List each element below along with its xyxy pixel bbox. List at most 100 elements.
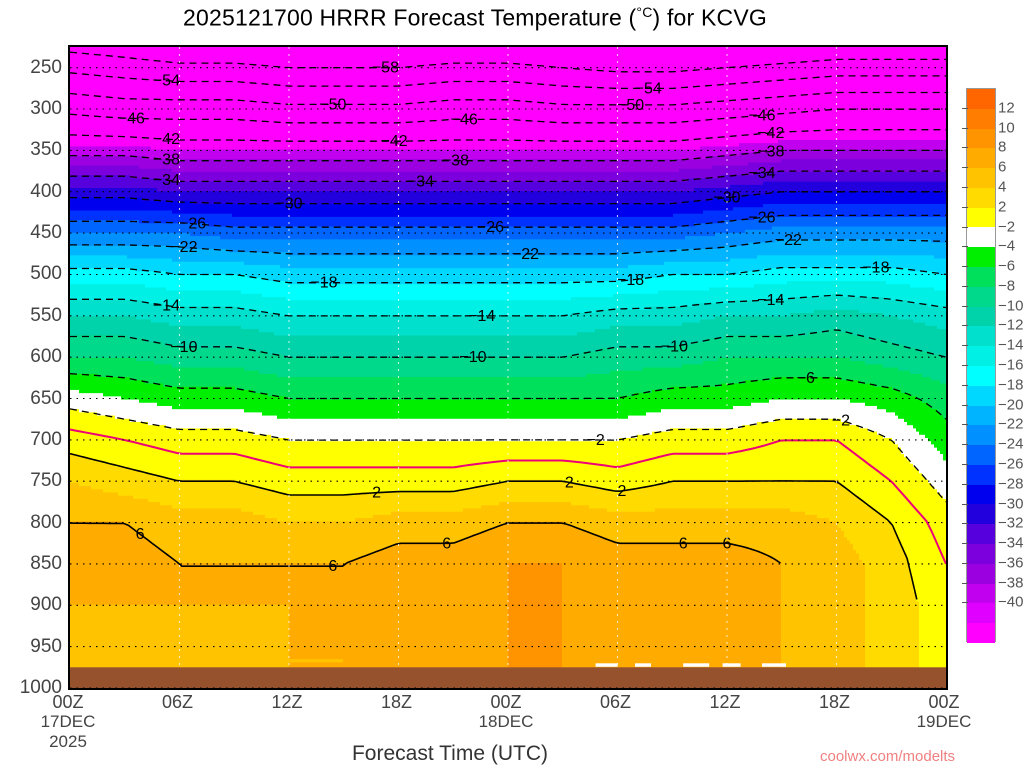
x-tick-label-2: 12Z bbox=[271, 692, 302, 712]
colorbar-tick--16: −16 bbox=[998, 356, 1024, 374]
colorbar-segment-17 bbox=[967, 425, 995, 446]
surface-freeze-marker-0 bbox=[595, 663, 618, 667]
colorbar-tickmark-2 bbox=[962, 206, 968, 208]
y-tick-label-400: 400 bbox=[30, 180, 62, 202]
colorbar-segment-2 bbox=[967, 128, 995, 149]
contour-label-2-39: 2 bbox=[617, 483, 626, 500]
y-tick-label-750: 750 bbox=[30, 470, 62, 492]
x-tick-time: 18Z bbox=[380, 692, 413, 712]
title-prefix: 2025121700 HRRR Forecast Temperature ( bbox=[183, 4, 637, 31]
y-tick-label-250: 250 bbox=[30, 56, 62, 78]
y-tick-label-800: 800 bbox=[30, 511, 62, 533]
surface-markers bbox=[595, 663, 786, 667]
contour--2 bbox=[70, 408, 946, 503]
contour-label--26-20: −26 bbox=[477, 219, 504, 236]
contour--54 bbox=[70, 72, 946, 90]
contour-label--38-13: −38 bbox=[757, 144, 784, 161]
contour-label--18-27: −18 bbox=[862, 260, 889, 277]
colorbar-segment-10 bbox=[967, 286, 995, 307]
y-tick-label-600: 600 bbox=[30, 346, 62, 368]
title-suffix: ) for KCVG bbox=[652, 4, 767, 31]
contour-label--30-17: −30 bbox=[275, 196, 302, 213]
x-tick-date: 19DEC bbox=[916, 712, 972, 731]
colorbar-tickmark-8 bbox=[962, 147, 968, 149]
colorbar-segment-26 bbox=[967, 603, 995, 624]
colorbar-segment-18 bbox=[967, 445, 995, 465]
x-tick-date: 17DEC bbox=[40, 712, 96, 731]
x-tick-time: 06Z bbox=[599, 692, 632, 712]
colorbar-tick--20: −20 bbox=[998, 396, 1024, 414]
colorbar-segment-16 bbox=[967, 405, 995, 426]
contour-label--14-30: −14 bbox=[757, 292, 784, 309]
colorbar-segment-5 bbox=[967, 187, 995, 208]
y-tick-label-650: 650 bbox=[30, 387, 62, 409]
x-tick-label-1: 06Z bbox=[162, 692, 193, 712]
contour-6 bbox=[70, 522, 781, 567]
contour-label--42-10: −42 bbox=[757, 125, 784, 142]
colorbar-tick--32: −32 bbox=[998, 514, 1024, 532]
colorbar-tickmark--6 bbox=[962, 266, 968, 268]
x-tick-time: 12Z bbox=[271, 692, 303, 712]
colorbar-tickmark--8 bbox=[962, 285, 968, 287]
colorbar-tickmark--10 bbox=[962, 305, 968, 307]
colorbar-tick--24: −24 bbox=[998, 435, 1024, 453]
contour-label--10-33: −10 bbox=[661, 338, 688, 355]
colorbar-tick--4: −4 bbox=[998, 237, 1016, 255]
contour-label--42-9: −42 bbox=[381, 133, 408, 150]
x-tick-time: 18Z bbox=[818, 692, 851, 712]
colorbar-tickmark--34 bbox=[962, 543, 968, 545]
x-tick-label-4: 00Z 18DEC bbox=[479, 692, 534, 732]
colorbar-tick--22: −22 bbox=[998, 415, 1024, 433]
colorbar-tickmark--30 bbox=[962, 503, 968, 505]
contour-label--34-15: −34 bbox=[407, 173, 434, 190]
colorbar-segment-6 bbox=[967, 207, 995, 228]
colorbar-segment-22 bbox=[967, 524, 995, 544]
contour-label--46-6: −46 bbox=[451, 111, 478, 128]
contour-label--46-7: −46 bbox=[748, 107, 775, 124]
colorbar-segment-4 bbox=[967, 168, 995, 188]
ground-layer bbox=[70, 667, 946, 688]
x-tick-time: 06Z bbox=[161, 692, 194, 712]
contour-label--50-3: −50 bbox=[319, 96, 346, 113]
x-tick-label-7: 18Z bbox=[819, 692, 850, 712]
colorbar-tick--28: −28 bbox=[998, 475, 1024, 493]
surface-freeze-marker-4 bbox=[762, 663, 786, 667]
colorbar-segment-0 bbox=[967, 89, 995, 109]
colorbar-tick-2: 2 bbox=[998, 198, 1007, 216]
y-axis: 250 300 350 400 450 500 550 600 650 700 750 800 850 9… bbox=[0, 45, 62, 698]
x-tick-year: 2025 bbox=[49, 732, 87, 751]
temperature-cross-section-plot[interactable]: −58 −54 −54 −50 −50 −46 −46 −46 −42 −42 −42 −38 −38−… bbox=[68, 45, 948, 690]
contour-label--18-26: −18 bbox=[617, 272, 644, 289]
colorbar-tick-6: 6 bbox=[998, 158, 1007, 176]
colorbar-tickmark--2 bbox=[962, 226, 968, 228]
contour-label-2-37: 2 bbox=[372, 485, 381, 502]
contour-label--14-28: −14 bbox=[153, 298, 180, 315]
x-tick-label-5: 06Z bbox=[600, 692, 631, 712]
contour--18 bbox=[70, 266, 946, 284]
colorbar-tickmark--38 bbox=[962, 582, 968, 584]
colorbar bbox=[966, 88, 996, 643]
colorbar-tickmark--20 bbox=[962, 404, 968, 406]
y-tick-label-500: 500 bbox=[30, 263, 62, 285]
contour-label--14-29: −14 bbox=[468, 308, 495, 325]
contour--6 bbox=[70, 373, 946, 420]
contour-label--10-31: −10 bbox=[170, 339, 197, 356]
colorbar-tickmark--18 bbox=[962, 384, 968, 386]
x-tick-label-3: 18Z bbox=[381, 692, 412, 712]
colorbar-segment-11 bbox=[967, 306, 995, 327]
y-tick-label-850: 850 bbox=[30, 552, 62, 574]
y-tick-label-450: 450 bbox=[30, 222, 62, 244]
y-tick-label-550: 550 bbox=[30, 304, 62, 326]
watermark-credit: coolwx.com/modelts bbox=[820, 748, 956, 765]
x-axis-title: Forecast Time (UTC) bbox=[351, 742, 548, 765]
contour-labels: −58−54 −54−50 −50−46 −46 −46−42 −42 −42−38 −38−… bbox=[118, 60, 890, 576]
contour--50 bbox=[70, 91, 946, 106]
colorbar-segment-21 bbox=[967, 504, 995, 525]
contour-label--2-36: −2 bbox=[832, 413, 850, 430]
gridlines bbox=[70, 47, 946, 688]
colorbar-tickmark--4 bbox=[962, 246, 968, 248]
contour--26 bbox=[70, 214, 946, 228]
colorbar-tickmark--24 bbox=[962, 444, 968, 446]
contour--22 bbox=[70, 239, 946, 255]
colorbar-tick--40: −40 bbox=[998, 593, 1024, 611]
